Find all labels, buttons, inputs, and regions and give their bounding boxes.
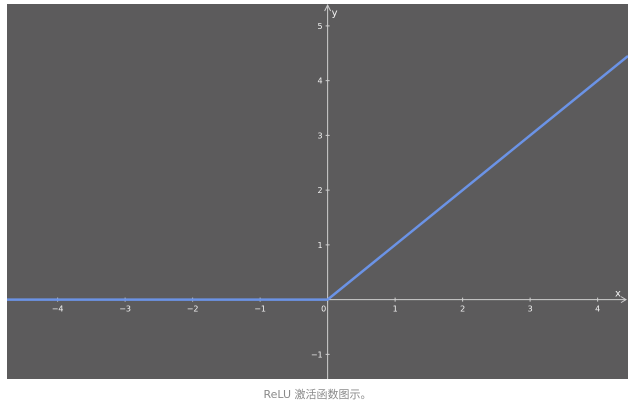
x-axis-label: x [615,289,621,300]
plot-background [7,4,628,379]
x-tick-label: 1 [393,305,398,314]
x-tick-label: 4 [595,305,600,314]
y-axis-label: y [332,8,338,19]
y-tick-label: 3 [318,131,323,140]
y-tick-label: 4 [318,77,323,86]
y-axis-arrow [324,4,332,12]
x-tick-label: −1 [254,305,266,314]
y-tick-label: 5 [318,22,323,31]
figure-caption: ReLU 激活函数图示。 [263,388,372,401]
x-tick-label: 0 [321,305,326,314]
x-tick-label: −4 [52,305,64,314]
y-tick-label: 2 [318,186,323,195]
x-tick-label: −3 [119,305,131,314]
x-tick-label: −2 [187,305,199,314]
y-tick-label: 1 [318,241,323,250]
x-tick-label: 3 [528,305,533,314]
relu-series-line [7,55,628,301]
x-tick-label: 2 [460,305,465,314]
relu-chart: x y −4 −3 −2 −1 0 1 2 3 4 −1 1 2 3 4 5 [7,4,628,379]
x-axis-arrow [620,296,627,304]
y-tick-label: −1 [311,350,323,359]
